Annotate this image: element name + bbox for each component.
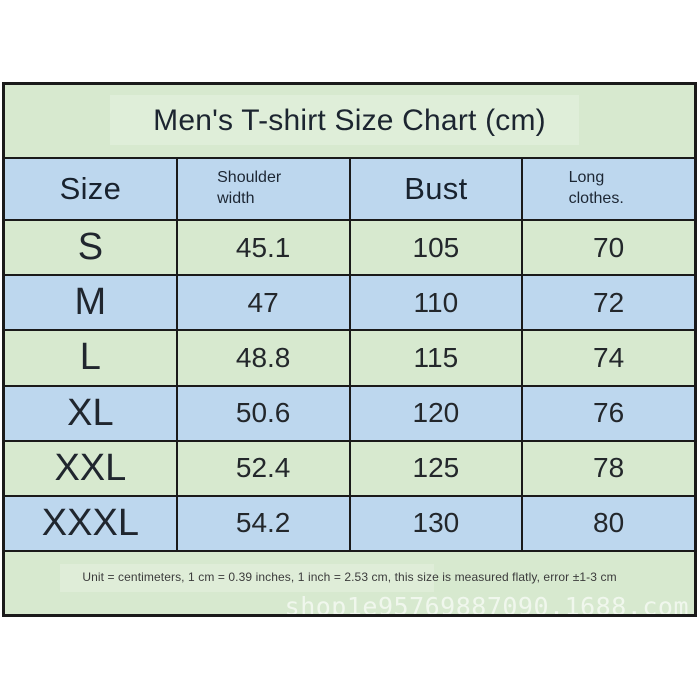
table-row-s-shoulder: 45.1 [177,221,349,275]
table-row-l-size: L [5,331,176,385]
column-header-shoulder-width: Shoulder width [177,159,349,219]
table-row-xl-bust: 120 [350,386,522,440]
table-row-xl-long: 76 [523,386,694,440]
table-row-m-size: M [5,276,176,330]
table-row-xxxl-long: 80 [523,496,694,550]
title-highlight-patch [110,95,579,145]
table-row-xxxl-bust: 130 [350,496,522,550]
table-row-s-bust: 105 [350,221,522,275]
table-row-xl-size: XL [5,386,176,440]
column-header-long-clothes: Long clothes. [523,159,694,219]
column-header-long-clothes-label: Long clothes. [568,169,624,207]
shop-watermark: shop1e95769887090.1688.com [284,592,689,617]
unit-footnote: Unit = centimeters, 1 cm = 0.39 inches, … [82,570,617,584]
title-row: Men's T-shirt Size Chart (cm) [5,85,694,157]
table-row-m-long: 72 [523,276,694,330]
column-header-shoulder-width-label: Shoulder width [217,169,282,207]
size-chart-table: Men's T-shirt Size Chart (cm) Size Shoul… [2,82,697,617]
table-row-xl-shoulder: 50.6 [177,386,349,440]
table-row-l-shoulder: 48.8 [177,331,349,385]
table-row-m-shoulder: 47 [177,276,349,330]
footer-row: Unit = centimeters, 1 cm = 0.39 inches, … [5,552,694,614]
table-row-xxl-bust: 125 [350,441,522,495]
table-row-xxl-shoulder: 52.4 [177,441,349,495]
table-row-l-bust: 115 [350,331,522,385]
column-header-size-label: Size [59,171,122,206]
table-row-xxxl-shoulder: 54.2 [177,496,349,550]
table-row-s-size: S [5,221,176,275]
table-row-l-long: 74 [523,331,694,385]
table-row-xxl-long: 78 [523,441,694,495]
column-header-bust-label: Bust [404,171,468,206]
column-header-bust: Bust [350,159,522,219]
column-header-size: Size [5,159,176,219]
table-row-xxl-size: XXL [5,441,176,495]
footnote-highlight-patch [60,564,434,592]
table-row-s-long: 70 [523,221,694,275]
table-row-xxxl-size: XXXL [5,496,176,550]
chart-title: Men's T-shirt Size Chart (cm) [153,104,546,137]
table-row-m-bust: 110 [350,276,522,330]
